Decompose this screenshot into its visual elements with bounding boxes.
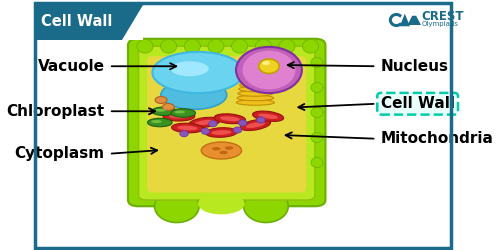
Ellipse shape bbox=[137, 39, 153, 53]
Ellipse shape bbox=[201, 142, 241, 159]
FancyBboxPatch shape bbox=[34, 5, 143, 40]
Text: CREST: CREST bbox=[422, 10, 465, 24]
Ellipse shape bbox=[208, 39, 224, 53]
Ellipse shape bbox=[156, 109, 166, 112]
Ellipse shape bbox=[311, 108, 323, 118]
Text: Vacuole: Vacuole bbox=[38, 59, 104, 74]
FancyBboxPatch shape bbox=[138, 46, 315, 200]
Ellipse shape bbox=[311, 132, 323, 142]
Ellipse shape bbox=[148, 118, 172, 127]
Ellipse shape bbox=[311, 58, 323, 68]
Ellipse shape bbox=[201, 128, 209, 134]
Ellipse shape bbox=[152, 107, 176, 116]
Ellipse shape bbox=[255, 39, 272, 53]
Text: Cell Wall: Cell Wall bbox=[380, 96, 454, 111]
Ellipse shape bbox=[234, 127, 242, 133]
Ellipse shape bbox=[311, 158, 323, 168]
Ellipse shape bbox=[212, 147, 220, 150]
Ellipse shape bbox=[239, 86, 272, 92]
Ellipse shape bbox=[302, 39, 318, 53]
Ellipse shape bbox=[194, 120, 214, 125]
Ellipse shape bbox=[189, 117, 220, 128]
Ellipse shape bbox=[252, 111, 284, 122]
FancyBboxPatch shape bbox=[128, 39, 326, 206]
Polygon shape bbox=[408, 12, 421, 25]
Ellipse shape bbox=[240, 120, 270, 130]
Ellipse shape bbox=[256, 117, 265, 123]
Text: Olympiads: Olympiads bbox=[422, 21, 459, 27]
Ellipse shape bbox=[160, 39, 176, 53]
Ellipse shape bbox=[225, 146, 234, 150]
Text: Nucleus: Nucleus bbox=[380, 59, 448, 74]
Ellipse shape bbox=[259, 59, 279, 74]
Ellipse shape bbox=[174, 110, 185, 114]
Ellipse shape bbox=[152, 52, 244, 93]
Ellipse shape bbox=[232, 39, 248, 53]
Ellipse shape bbox=[236, 100, 275, 105]
Ellipse shape bbox=[161, 80, 226, 110]
Ellipse shape bbox=[311, 82, 323, 92]
Ellipse shape bbox=[162, 104, 174, 110]
Ellipse shape bbox=[198, 193, 244, 214]
Ellipse shape bbox=[184, 39, 200, 53]
Ellipse shape bbox=[172, 123, 203, 133]
Ellipse shape bbox=[258, 114, 278, 119]
Ellipse shape bbox=[171, 109, 196, 117]
Ellipse shape bbox=[240, 82, 271, 88]
Ellipse shape bbox=[237, 95, 274, 101]
Polygon shape bbox=[400, 14, 410, 26]
Ellipse shape bbox=[206, 128, 238, 137]
FancyBboxPatch shape bbox=[147, 56, 306, 192]
Ellipse shape bbox=[208, 121, 217, 127]
Ellipse shape bbox=[262, 61, 270, 65]
Ellipse shape bbox=[155, 96, 167, 103]
Ellipse shape bbox=[238, 120, 247, 126]
Ellipse shape bbox=[238, 91, 273, 96]
Ellipse shape bbox=[220, 151, 228, 154]
Ellipse shape bbox=[178, 126, 198, 130]
Ellipse shape bbox=[180, 130, 188, 137]
Ellipse shape bbox=[163, 112, 195, 121]
Text: Chloroplast: Chloroplast bbox=[6, 104, 104, 119]
Ellipse shape bbox=[211, 130, 232, 135]
Text: Cytoplasm: Cytoplasm bbox=[14, 146, 104, 161]
Ellipse shape bbox=[214, 114, 246, 124]
Ellipse shape bbox=[168, 114, 189, 118]
Ellipse shape bbox=[244, 190, 288, 222]
Polygon shape bbox=[122, 5, 143, 40]
Ellipse shape bbox=[151, 120, 162, 123]
Ellipse shape bbox=[279, 39, 295, 53]
Text: Mitochondria: Mitochondria bbox=[380, 131, 494, 146]
Polygon shape bbox=[411, 12, 418, 16]
Ellipse shape bbox=[242, 50, 296, 90]
Ellipse shape bbox=[246, 122, 265, 128]
Text: Cell Wall: Cell Wall bbox=[41, 14, 113, 30]
Ellipse shape bbox=[170, 61, 208, 76]
Ellipse shape bbox=[154, 190, 199, 222]
Ellipse shape bbox=[220, 116, 240, 121]
Ellipse shape bbox=[236, 47, 302, 93]
